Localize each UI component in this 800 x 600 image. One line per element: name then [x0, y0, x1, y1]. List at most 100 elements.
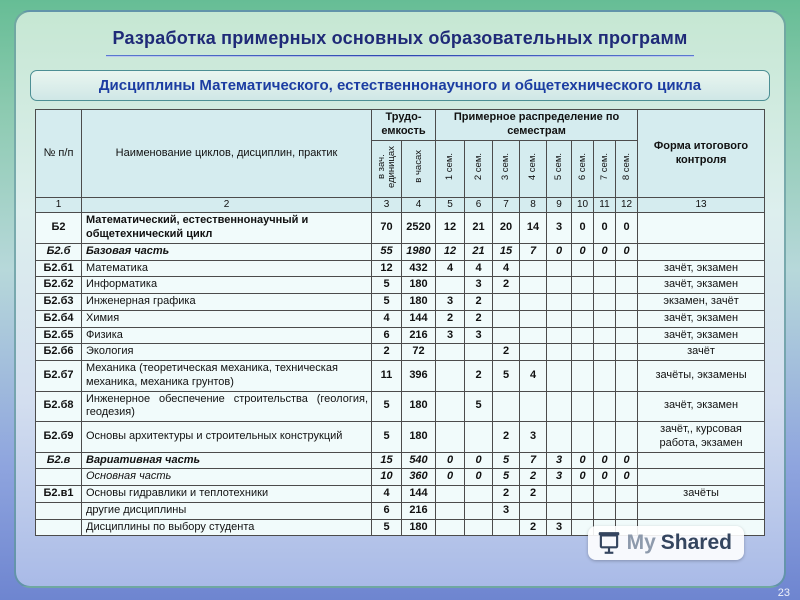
slide-subtitle: Дисциплины Математического, естественнон…	[30, 70, 770, 101]
semester-3-cell: 3	[492, 501, 520, 520]
semester-3-cell: 4	[492, 259, 520, 278]
row-index-cell: Б2.б	[35, 242, 82, 261]
semester-7-cell	[593, 343, 616, 361]
row-index-cell: Б2.б4	[35, 309, 82, 328]
semester-2-cell: 21	[464, 212, 493, 244]
discipline-name-cell: Информатика	[81, 276, 372, 294]
semester-8-cell: 0	[614, 242, 639, 261]
hours-cell: 540	[401, 451, 436, 470]
semester-2-cell: 0	[464, 468, 493, 486]
semester-6-cell	[571, 390, 594, 422]
semester-4-cell: 7	[519, 451, 547, 470]
semester-5-cell	[546, 326, 572, 345]
slide-inner-panel: Разработка примерных основных образовате…	[14, 10, 786, 588]
semester-1-cell: 0	[435, 451, 465, 470]
credit-units-cell: 4	[371, 309, 402, 328]
sem-3-label: 3 сем.	[500, 152, 512, 181]
discipline-name-cell: Математика	[81, 259, 372, 278]
semester-2-cell	[464, 485, 493, 503]
control-form-cell: экзамен, зачёт	[637, 293, 765, 311]
col-header-name: Наименование циклов, дисциплин, практик	[81, 108, 372, 199]
semester-2-cell	[464, 343, 493, 361]
credit-units-cell: 5	[371, 518, 402, 537]
semester-6-cell: 0	[571, 212, 594, 244]
table-row: Б2.б8 Инженерное обеспечение строительств…	[35, 390, 765, 422]
semester-8-cell	[614, 343, 639, 361]
credit-units-cell: 5	[371, 390, 402, 422]
semester-8-cell: 0	[614, 212, 639, 244]
semester-6-cell: 0	[571, 242, 594, 261]
discipline-name-cell: другие дисциплины	[81, 501, 372, 520]
semester-1-cell: 12	[435, 242, 465, 261]
semester-8-cell	[614, 259, 639, 278]
semester-5-cell	[546, 421, 572, 453]
column-number: 11	[593, 197, 616, 214]
row-index-cell: Б2.б8	[35, 390, 82, 422]
table-row: Б2.б5 Физика 6 216 3 3 зачёт, экзамен	[35, 326, 765, 345]
discipline-name-cell: Дисциплины по выбору студента	[81, 518, 372, 537]
semester-4-cell: 7	[519, 242, 547, 261]
semester-8-cell	[614, 293, 639, 311]
semester-5-cell	[546, 259, 572, 278]
credit-units-cell: 10	[371, 468, 402, 486]
sem-6-label: 6 сем.	[576, 152, 588, 181]
semester-7-cell	[593, 501, 616, 520]
page-number: 23	[777, 587, 790, 599]
semester-5-cell	[546, 309, 572, 328]
semester-4-cell	[519, 326, 547, 345]
myshared-watermark: My Shared	[587, 526, 744, 560]
table-row: Б2.б7 Механика (теоретическая механика, т…	[35, 360, 765, 392]
units-label: в зач. единицах	[375, 145, 397, 188]
semester-5-cell	[546, 501, 572, 520]
credit-units-cell: 11	[371, 360, 402, 392]
sem-8-label: 8 сем.	[620, 152, 632, 181]
discipline-name-cell: Математический, естественнонаучный и общ…	[81, 212, 372, 244]
semester-2-cell: 2	[464, 360, 493, 392]
semester-7-cell	[593, 326, 616, 345]
sem-2-label: 2 сем.	[472, 152, 484, 181]
semester-7-cell	[593, 421, 616, 453]
semester-3-cell: 2	[492, 421, 520, 453]
credit-units-cell: 5	[371, 293, 402, 311]
semester-7-cell	[593, 360, 616, 392]
column-number: 7	[492, 197, 520, 214]
semester-8-cell	[614, 421, 639, 453]
semester-2-cell: 4	[464, 259, 493, 278]
credit-units-cell: 5	[371, 276, 402, 294]
control-form-cell: зачёт, экзамен	[637, 276, 765, 294]
semester-8-cell	[614, 390, 639, 422]
row-index-cell: Б2.б7	[35, 360, 82, 392]
semester-7-cell	[593, 390, 616, 422]
semester-2-cell: 3	[464, 326, 493, 345]
semester-4-cell	[519, 390, 547, 422]
control-form-cell	[637, 212, 765, 244]
col-header-sem-6: 6 сем.	[571, 139, 594, 199]
control-form-cell: зачёт, экзамен	[637, 309, 765, 328]
semester-3-cell	[492, 326, 520, 345]
control-form-cell: зачёт, экзамен	[637, 259, 765, 278]
semester-4-cell: 2	[519, 468, 547, 486]
semester-1-cell: 3	[435, 293, 465, 311]
credit-units-cell: 12	[371, 259, 402, 278]
col-header-sem-4: 4 сем.	[519, 139, 547, 199]
semester-6-cell	[571, 501, 594, 520]
discipline-name-cell: Вариативная часть	[81, 451, 372, 470]
semester-5-cell	[546, 360, 572, 392]
semester-3-cell: 2	[492, 485, 520, 503]
sem-5-label: 5 сем.	[553, 152, 565, 181]
discipline-name-cell: Механика (теоретическая механика, технич…	[81, 360, 372, 392]
semester-4-cell: 2	[519, 518, 547, 537]
control-form-cell	[637, 468, 765, 486]
row-index-cell	[35, 501, 82, 520]
semester-6-cell	[571, 293, 594, 311]
semester-1-cell: 4	[435, 259, 465, 278]
semester-5-cell: 3	[546, 518, 572, 537]
discipline-name-cell: Основная часть	[81, 468, 372, 486]
discipline-name-cell: Базовая часть	[81, 242, 372, 261]
semester-8-cell: 0	[614, 468, 639, 486]
col-header-units: в зач. единицах	[371, 139, 402, 199]
semester-4-cell	[519, 309, 547, 328]
row-index-cell: Б2.в1	[35, 485, 82, 503]
hours-cell: 180	[401, 276, 436, 294]
